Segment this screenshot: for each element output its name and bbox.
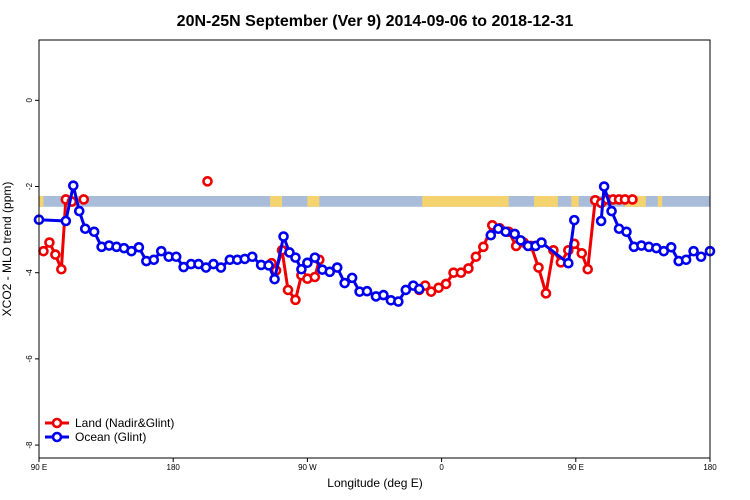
ocean-point — [296, 263, 307, 275]
ocean-point — [339, 277, 350, 289]
x-tick-label: 90 E — [31, 463, 47, 472]
ocean-point — [621, 226, 632, 238]
ocean-point — [246, 251, 258, 263]
land-point — [56, 263, 67, 275]
ocean-point — [170, 251, 182, 263]
y-tick-label: -4 — [25, 269, 34, 277]
ocean-point — [515, 235, 526, 246]
ocean-point — [595, 215, 607, 227]
ocean-point — [536, 237, 547, 248]
ocean-point — [302, 257, 313, 269]
ocean-point — [606, 205, 617, 217]
ocean-point — [393, 296, 404, 307]
ocean-point — [324, 266, 336, 278]
ocean-point — [215, 262, 227, 273]
ocean-point — [133, 241, 145, 253]
ocean-point — [598, 181, 610, 192]
legend-land-marker — [51, 417, 63, 429]
legend-land-label: Land (Nadir&Glint) — [75, 416, 174, 430]
land-point — [463, 263, 474, 274]
land-point — [44, 237, 55, 248]
ocean-point — [413, 283, 425, 295]
y-axis: 0 -2 -4 -6 -8 — [25, 98, 39, 449]
ocean-point — [378, 289, 389, 301]
land-point — [309, 271, 321, 283]
ocean-point — [60, 215, 72, 227]
land-point — [627, 194, 638, 205]
land-strip-segment — [39, 195, 44, 207]
ocean-point — [290, 252, 301, 263]
y-tick-label: -2 — [25, 182, 34, 190]
land-point — [290, 294, 301, 306]
x-tick-label: 0 — [439, 463, 444, 472]
x-axis: 90 E 180 90 W 0 90 E 180 — [31, 458, 717, 472]
x-tick-label: 90 W — [298, 463, 317, 472]
y-tick-label: -6 — [25, 355, 34, 363]
ocean-point — [361, 285, 373, 297]
land-point — [440, 278, 452, 290]
ocean-point — [263, 260, 274, 271]
ocean-point — [695, 251, 707, 263]
series-layer — [33, 176, 716, 307]
ocean-point — [563, 257, 574, 269]
ocean-point — [680, 254, 692, 266]
x-tick-label: 90 E — [568, 463, 584, 472]
ocean-point — [73, 205, 85, 217]
land-strip-segment — [534, 195, 558, 207]
y-axis-label: XCO2 - MLO trend (ppm) — [0, 182, 14, 317]
land-point — [478, 241, 489, 253]
legend: Land (Nadir&Glint) Ocean (Glint) — [45, 416, 174, 444]
x-axis-label: Longitude (deg E) — [327, 476, 422, 490]
ocean-point — [485, 229, 497, 241]
x-tick-label: 180 — [167, 463, 181, 472]
y-tick-label: 0 — [25, 98, 34, 103]
ocean-point — [665, 241, 677, 253]
land-point — [38, 245, 49, 257]
land-point — [78, 194, 90, 205]
ocean-point — [509, 228, 520, 240]
ocean-point — [569, 214, 580, 226]
ocean-point — [148, 254, 160, 266]
ocean-point — [309, 252, 321, 263]
land-strip-segment — [307, 195, 320, 207]
ocean-point — [331, 262, 343, 273]
land-point — [533, 262, 544, 273]
land-strip-segment — [571, 195, 579, 207]
land-point — [202, 176, 213, 187]
ocean-point — [67, 180, 79, 191]
land-point — [582, 263, 594, 275]
legend-ocean-label: Ocean (Glint) — [75, 430, 146, 444]
legend-ocean-marker — [51, 431, 63, 443]
land-point — [576, 248, 588, 259]
ocean-point — [688, 245, 699, 257]
land-strip-segment — [422, 195, 509, 207]
land-point — [470, 251, 482, 263]
land-point — [540, 288, 552, 299]
land-point — [50, 249, 61, 260]
y-tick-label: -8 — [25, 441, 34, 449]
ocean-point — [278, 231, 289, 242]
ocean-point — [500, 226, 512, 238]
land-point — [455, 267, 467, 279]
ocean-point — [155, 245, 167, 257]
land-strip-segment — [657, 195, 663, 207]
plot-frame — [38, 39, 711, 459]
land-point — [282, 284, 294, 296]
x-tick-label: 180 — [703, 463, 717, 472]
ocean-point — [346, 272, 358, 284]
ocean-point — [88, 226, 100, 238]
ocean-point — [400, 284, 412, 296]
ocean-point — [79, 223, 91, 235]
ocean-strip — [39, 195, 710, 207]
ocean-point — [269, 273, 280, 285]
chart-title: 20N-25N September (Ver 9) 2014-09-06 to … — [177, 13, 574, 30]
land-strip-segment — [270, 195, 283, 207]
